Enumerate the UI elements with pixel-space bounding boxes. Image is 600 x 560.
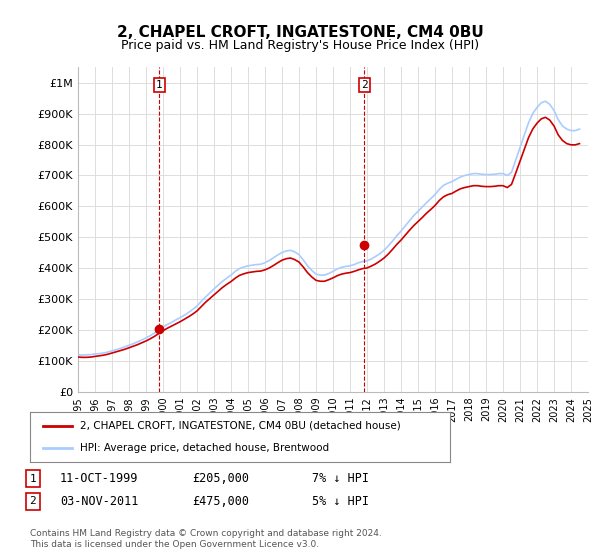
Text: 11-OCT-1999: 11-OCT-1999 (60, 472, 139, 486)
Text: 2, CHAPEL CROFT, INGATESTONE, CM4 0BU: 2, CHAPEL CROFT, INGATESTONE, CM4 0BU (116, 25, 484, 40)
Text: 2, CHAPEL CROFT, INGATESTONE, CM4 0BU (detached house): 2, CHAPEL CROFT, INGATESTONE, CM4 0BU (d… (80, 421, 401, 431)
Text: 03-NOV-2011: 03-NOV-2011 (60, 494, 139, 508)
Text: £475,000: £475,000 (192, 494, 249, 508)
Text: 1: 1 (156, 80, 163, 90)
Text: £205,000: £205,000 (192, 472, 249, 486)
Text: 5% ↓ HPI: 5% ↓ HPI (312, 494, 369, 508)
Text: 7% ↓ HPI: 7% ↓ HPI (312, 472, 369, 486)
Text: HPI: Average price, detached house, Brentwood: HPI: Average price, detached house, Bren… (80, 443, 329, 453)
Text: Contains HM Land Registry data © Crown copyright and database right 2024.
This d: Contains HM Land Registry data © Crown c… (30, 529, 382, 549)
Text: 2: 2 (361, 80, 368, 90)
Text: 1: 1 (29, 474, 37, 484)
Text: 2: 2 (29, 496, 37, 506)
Text: Price paid vs. HM Land Registry's House Price Index (HPI): Price paid vs. HM Land Registry's House … (121, 39, 479, 52)
